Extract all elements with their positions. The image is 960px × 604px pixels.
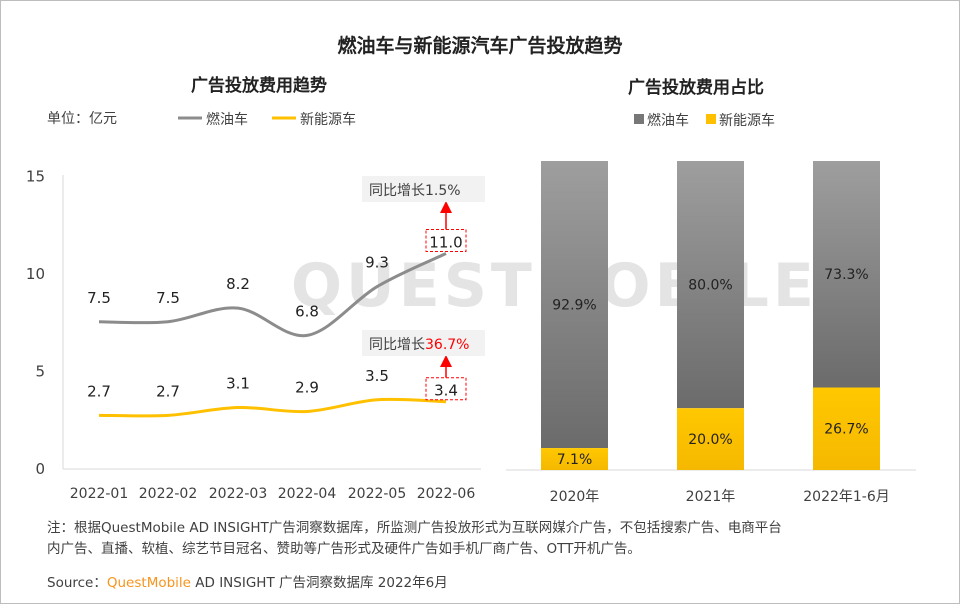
bar-chart-title: 广告投放费用占比 (628, 78, 764, 98)
y-tick-label: 0 (35, 460, 45, 478)
bar-ev (813, 387, 880, 470)
bar-legend-fuel-label: 燃油车 (647, 113, 689, 129)
annotation-box (362, 176, 485, 202)
data-label: 11.0 (429, 234, 462, 252)
source-line: Source：QuestMobile AD INSIGHT 广告洞察数据库 20… (47, 571, 448, 591)
bar-category-label: 2021年 (686, 489, 736, 505)
bar-label-fuel: 80.0% (688, 278, 732, 294)
source-label: Source： (47, 575, 107, 591)
data-label: 3.4 (434, 382, 458, 400)
annotation-text: 同比增长1.5% (369, 183, 461, 199)
x-tick-label: 2022-02 (139, 486, 198, 502)
bar-ev (541, 448, 608, 470)
y-tick-label: 10 (26, 265, 45, 283)
bar-fuel (677, 161, 744, 409)
annotation-box (362, 330, 485, 356)
data-label: 2.7 (87, 382, 111, 400)
unit-label: 单位：亿元 (47, 111, 117, 127)
data-label: 2.7 (156, 382, 180, 400)
data-label: 8.2 (226, 275, 250, 293)
legend-ev-label: 新能源车 (300, 112, 356, 128)
annotation-text: 同比增长36.7% (369, 337, 469, 353)
data-label: 7.5 (87, 289, 111, 307)
x-tick-label: 2022-04 (278, 486, 337, 502)
data-label: 7.5 (156, 289, 180, 307)
bar-category-label: 2020年 (550, 489, 600, 505)
x-tick-label: 2022-06 (417, 486, 476, 502)
x-tick-label: 2022-05 (348, 486, 407, 502)
bar-label-ev: 7.1% (557, 452, 593, 468)
note-line-1: 注：根据QuestMobile AD INSIGHT广告洞察数据库，所监测广告投… (47, 520, 782, 536)
bar-ev (677, 408, 744, 470)
y-tick-label: 5 (35, 363, 45, 381)
note-line-2: 内广告、直播、软植、综艺节目冠名、赞助等广告形式及硬件广告如手机厂商广告、OTT… (47, 541, 641, 557)
bar-fuel (813, 161, 880, 388)
source-brand: QuestMobile (106, 575, 191, 591)
bar-fuel (541, 161, 608, 449)
data-label: 6.8 (295, 302, 319, 320)
bar-legend-ev-swatch (706, 114, 716, 124)
data-label: 2.9 (295, 378, 319, 396)
bar-label-fuel: 73.3% (824, 267, 868, 283)
bar-label-ev: 26.7% (824, 422, 868, 438)
y-tick-label: 15 (26, 168, 45, 186)
data-label: 3.5 (365, 367, 389, 385)
bar-label-ev: 20.0% (688, 432, 732, 448)
x-tick-label: 2022-03 (209, 486, 268, 502)
data-label: 3.1 (226, 375, 250, 393)
series-line-ev (98, 397, 447, 418)
legend-fuel-label: 燃油车 (206, 112, 248, 128)
x-tick-label: 2022-01 (70, 486, 129, 502)
bar-legend-ev-label: 新能源车 (719, 113, 775, 129)
main-title: 燃油车与新能源汽车广告投放趋势 (337, 35, 623, 57)
source-text: AD INSIGHT 广告洞察数据库 2022年6月 (195, 575, 448, 591)
line-chart-title: 广告投放费用趋势 (191, 76, 327, 96)
series-line-fuel (98, 252, 447, 338)
bar-label-fuel: 92.9% (552, 298, 596, 314)
bar-legend-fuel-swatch (634, 114, 644, 124)
bar-category-label: 2022年1-6月 (803, 489, 890, 505)
data-label: 9.3 (365, 254, 389, 272)
